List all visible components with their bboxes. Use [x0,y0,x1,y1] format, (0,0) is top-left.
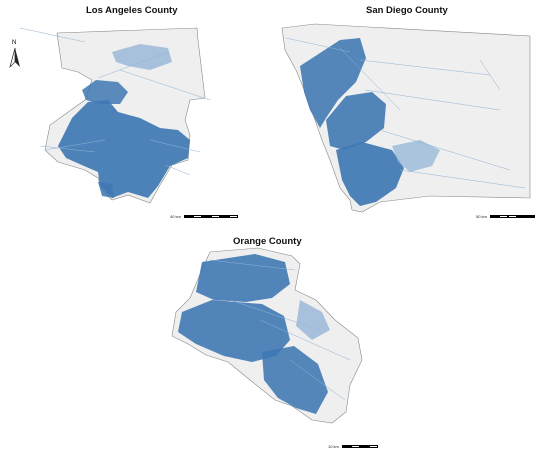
sd-scale-bar: 50 km [476,214,535,219]
sd-county-title: San Diego County [366,5,448,16]
sd-county-map [281,23,531,213]
north-arrow-icon: N [8,40,22,69]
oc-connector-lines [209,259,351,401]
oc-north-network [196,254,290,302]
oc-scale-bar: 10 km [328,444,378,449]
scale-segment [183,215,193,218]
scale-segment [350,445,360,448]
la-scale-label: 40 km [170,214,181,219]
la-county-map [19,27,211,204]
la-urban-network [58,100,190,198]
la-valley-network [82,80,128,104]
scale-segment [507,215,517,218]
oc-south-network [262,346,328,414]
oc-central-network [178,300,290,362]
la-antelope-network [112,44,172,70]
north-arrow-shape [9,47,20,69]
oc-county-map [171,247,363,424]
scale-segment [498,215,508,218]
la-connector-lines [19,27,211,176]
scale-segment [228,215,238,218]
sd-central-network [326,92,386,150]
oc-scale-label: 10 km [328,444,339,449]
la-scale-bar: 40 km [170,214,238,219]
sd-scale-label: 50 km [476,214,487,219]
scale-segment [368,445,378,448]
scale-segment [192,215,202,218]
scale-segment [210,215,220,218]
sd-connector-lines [285,37,526,189]
scale-segment [489,215,499,218]
scale-segment [219,215,229,218]
la-county-title: Los Angeles County [86,5,178,16]
scale-segment [341,445,351,448]
oc-east-network [296,300,330,340]
sd-east-network [392,140,440,172]
scale-segment [525,215,535,218]
scale-segment [516,215,526,218]
oc-county-title: Orange County [233,236,302,247]
scale-segment [359,445,369,448]
north-arrow-label: N [12,40,17,46]
sd-north-network [300,38,366,128]
scale-segment [201,215,211,218]
la-catalina-network [98,182,114,198]
sd-south-network [336,142,404,206]
